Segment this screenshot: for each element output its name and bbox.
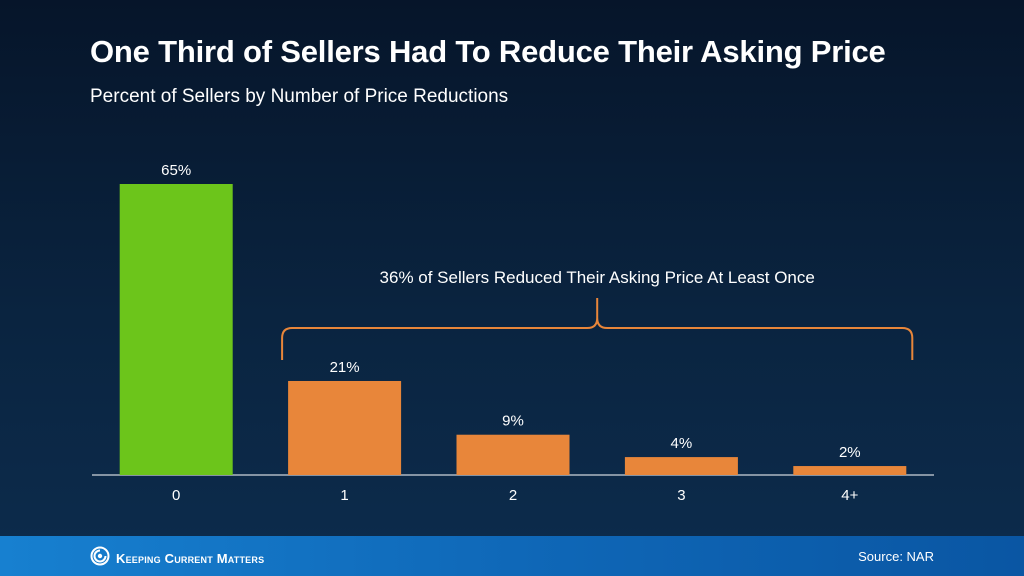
bar-4plus (793, 466, 907, 475)
value-label: 4% (671, 435, 693, 452)
bar-0 (119, 184, 233, 475)
annotation-text: 36% of Sellers Reduced Their Asking Pric… (380, 268, 815, 287)
x-tick-label: 2 (509, 487, 517, 504)
value-label: 65% (161, 162, 191, 179)
brand-logo: Keeping Current Matters (90, 546, 264, 571)
bar-2 (456, 434, 570, 475)
bar-1 (288, 380, 402, 475)
value-label: 2% (839, 444, 861, 461)
bar-chart: 65% 21% 9% 4% 2% 0 1 2 3 4+ 36% of Sellers Reduc… (119, 162, 914, 504)
annotation-bracket (281, 298, 914, 360)
brand-name: Keeping Current Matters (116, 551, 265, 566)
x-tick-label: 1 (340, 487, 348, 504)
value-label: 21% (330, 359, 360, 376)
x-tick-label: 0 (172, 487, 180, 504)
value-label: 9% (502, 413, 524, 430)
kcm-logo-icon (90, 546, 110, 571)
footer-bar: Keeping Current Matters Source: NAR (0, 536, 1024, 576)
x-tick-label: 4+ (841, 487, 858, 504)
chart-subtitle: Percent of Sellers by Number of Price Re… (90, 86, 509, 107)
x-tick-label: 3 (677, 487, 685, 504)
source-note: Source: NAR (858, 549, 934, 564)
bar-3 (624, 457, 738, 475)
chart-title: One Third of Sellers Had To Reduce Their… (90, 34, 886, 69)
